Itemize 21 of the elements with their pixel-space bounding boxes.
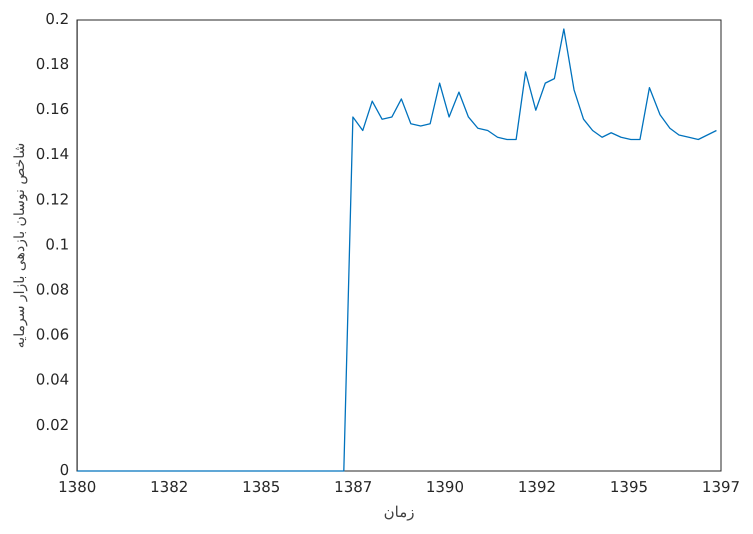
x-tick-label: 1392: [518, 478, 556, 496]
x-tick-label: 1390: [426, 478, 464, 496]
x-axis-title: زمان: [384, 502, 415, 521]
x-tick-label: 1382: [150, 478, 188, 496]
y-tick-label: 0.16: [36, 100, 70, 118]
y-tick-label: 0.04: [36, 370, 70, 389]
y-tick-label: 0.14: [36, 145, 70, 164]
y-tick-label: 0.2: [45, 10, 70, 28]
y-tick-label: 0: [60, 460, 70, 479]
y-tick-label: 0.18: [36, 54, 70, 73]
x-tick-label: 1387: [334, 478, 372, 496]
y-axis-title: شاخص نوسان بازدهی بازار سرمایه: [12, 142, 28, 348]
y-tick-label: 0.06: [36, 326, 70, 344]
x-tick-label: 1395: [610, 478, 648, 496]
y-tick-label: 0.02: [36, 416, 70, 434]
y-tick-label: 0.12: [36, 190, 70, 208]
y-tick-label: 0.1: [45, 235, 70, 254]
x-tick-label: 1397: [702, 478, 740, 496]
x-tick-label: 1385: [242, 478, 280, 496]
y-tick-label: 0.08: [36, 280, 70, 298]
x-tick-label: 1380: [58, 478, 96, 496]
